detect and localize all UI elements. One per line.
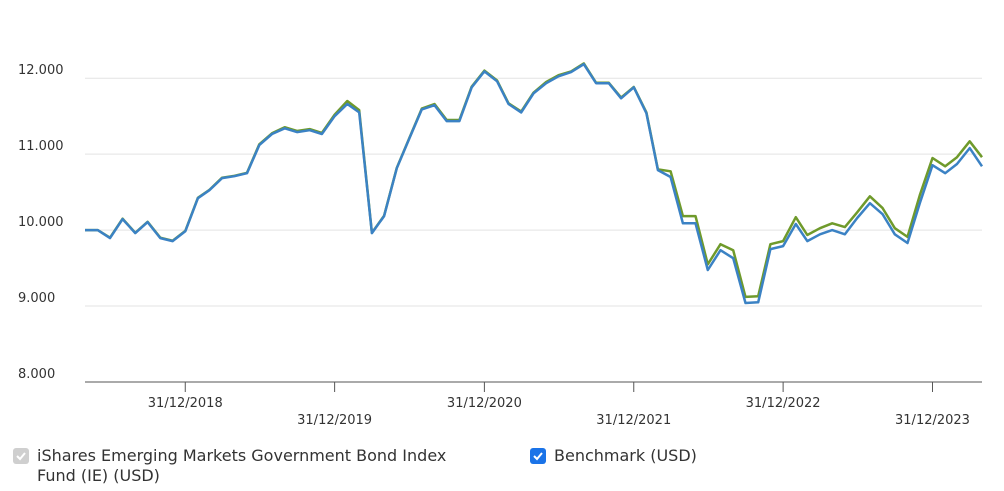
- checkbox[interactable]: [530, 448, 546, 464]
- x-tick-label: 31/12/2021: [596, 413, 671, 428]
- legend-label: iShares Emerging Markets Government Bond…: [37, 446, 447, 485]
- x-tick-label: 31/12/2022: [746, 396, 821, 411]
- x-tick-label: 31/12/2023: [895, 413, 970, 428]
- legend-label: Benchmark (USD): [554, 446, 697, 465]
- y-tick-label: 10.000: [18, 215, 64, 230]
- y-tick-label: 8.000: [18, 367, 55, 382]
- series-line: [85, 62, 984, 305]
- legend-item[interactable]: iShares Emerging Markets Government Bond…: [13, 446, 483, 486]
- checkbox[interactable]: [13, 448, 29, 464]
- chart: 8.000 9.000 10.000 11.000 12.000 31/12/2018 31…: [18, 62, 984, 428]
- check-icon: [16, 452, 26, 461]
- y-tick-label: 9.000: [18, 291, 55, 306]
- x-tick-label: 31/12/2020: [447, 396, 522, 411]
- x-tick-label: 31/12/2018: [148, 396, 223, 411]
- check-icon: [533, 452, 543, 461]
- legend-item[interactable]: Benchmark (USD): [530, 446, 697, 466]
- x-tick-label: 31/12/2019: [297, 413, 372, 428]
- y-tick-label: 11.000: [18, 139, 64, 154]
- y-tick-label: 12.000: [18, 63, 64, 78]
